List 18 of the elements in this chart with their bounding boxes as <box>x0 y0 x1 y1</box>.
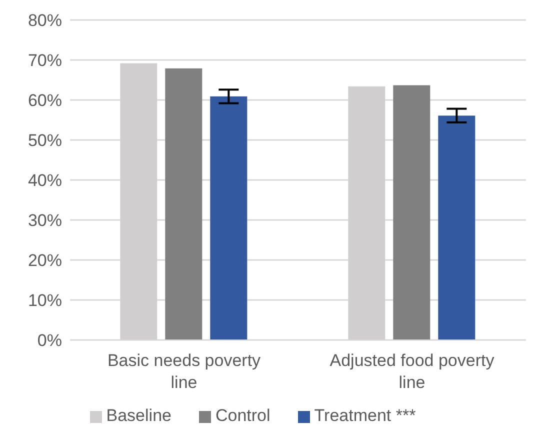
y-tick-label: 40% <box>28 171 62 190</box>
y-tick-label: 60% <box>28 91 62 110</box>
x-tick-label: Basic needs poverty line <box>107 351 262 392</box>
y-tick-label: 80% <box>28 11 62 30</box>
y-tick-label: 30% <box>28 211 62 230</box>
bar <box>165 68 202 340</box>
legend-label: Control <box>215 406 270 425</box>
legend-label: Treatment *** <box>314 406 416 425</box>
bar <box>438 116 476 340</box>
legend-label: Baseline <box>106 406 172 425</box>
y-tick-label: 10% <box>28 291 62 310</box>
y-tick-label: 0% <box>37 331 62 350</box>
x-tick-label: Adjusted food poverty line <box>330 351 495 392</box>
y-tick-label: 70% <box>28 51 62 70</box>
y-tick-label: 50% <box>28 131 62 150</box>
y-tick-label: 20% <box>28 251 62 270</box>
bar <box>393 85 430 340</box>
bar <box>210 96 248 340</box>
